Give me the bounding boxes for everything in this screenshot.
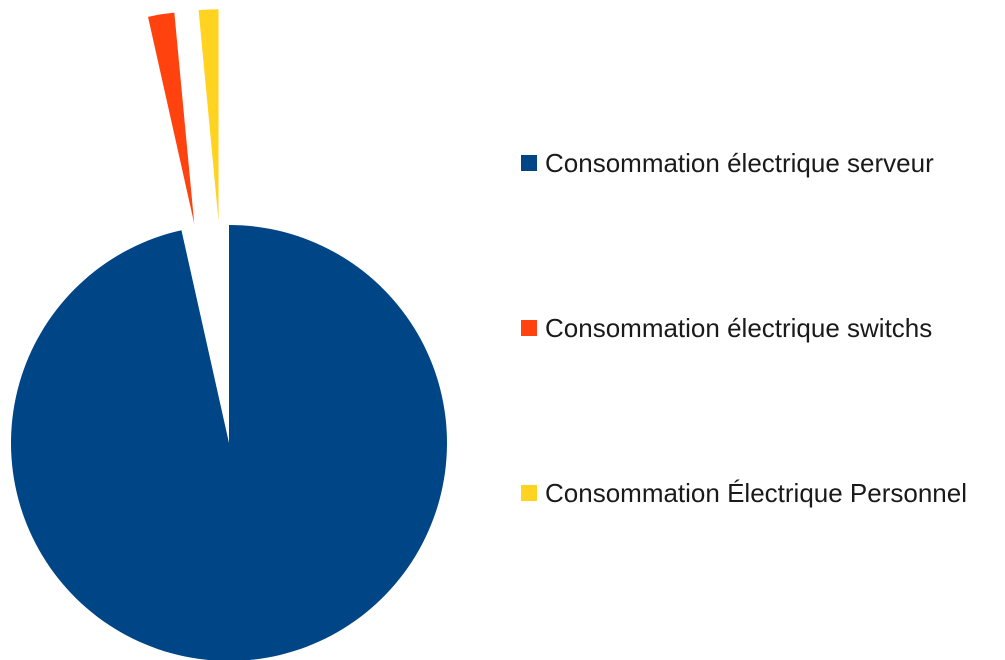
legend-swatch-serveur: [521, 155, 537, 171]
pie-slice-serveur: [11, 225, 447, 660]
legend-item-personnel: Consommation Électrique Personnel: [521, 472, 967, 514]
pie-slice-switchs: [148, 12, 195, 224]
legend-label-switchs: Consommation électrique switchs: [545, 312, 933, 343]
legend-label-personnel: Consommation Électrique Personnel: [545, 477, 967, 508]
legend-swatch-switchs: [521, 320, 537, 336]
legend-item-serveur: Consommation électrique serveur: [521, 142, 967, 184]
legend-swatch-personnel: [521, 485, 537, 501]
pie-slice-personnel: [198, 9, 219, 222]
chart-legend: Consommation électrique serveur Consomma…: [521, 142, 967, 514]
legend-item-switchs: Consommation électrique switchs: [521, 307, 967, 349]
legend-label-serveur: Consommation électrique serveur: [545, 147, 934, 178]
